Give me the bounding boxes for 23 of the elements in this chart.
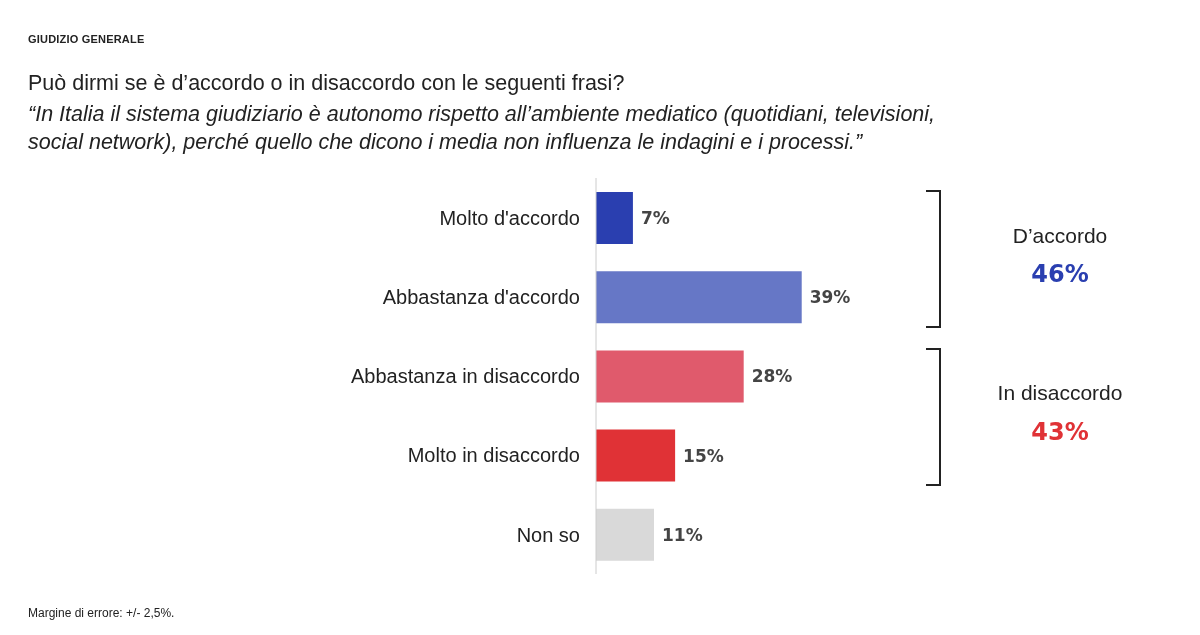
y-tick-label: Abbastanza d'accordo bbox=[382, 285, 580, 308]
data-label: 11% bbox=[662, 524, 703, 545]
text: 43% bbox=[1030, 418, 1090, 446]
y-tick-label: Molto d'accordo bbox=[439, 206, 580, 229]
text: Margine di errore: +/- 2,5%. bbox=[28, 606, 175, 620]
chart-subtitle: “In Italia il sistema giudiziario è autonomo rispetto all’ambiente mediatico (quotidiani, televisioni, social network), perché quello che dicono i media non influenza le indagini e i processi.” bbox=[28, 101, 937, 156]
text: Può dirmi se è d’accordo o in disaccordo con le seguenti frasi? bbox=[28, 70, 626, 96]
data-label: 39% bbox=[809, 287, 851, 308]
data-label: 7% bbox=[640, 208, 670, 229]
text: D’accordo bbox=[1011, 224, 1109, 248]
text: In disaccordo bbox=[996, 381, 1124, 405]
y-tick-label: Abbastanza in disaccordo bbox=[350, 365, 580, 388]
y-tick-label: Molto in disaccordo bbox=[407, 444, 580, 467]
text: GIUDIZIO GENERALE bbox=[28, 33, 145, 45]
y-tick-label: Non so bbox=[516, 523, 580, 546]
bar bbox=[596, 271, 802, 324]
bar bbox=[596, 350, 744, 403]
bar bbox=[596, 192, 633, 244]
data-label: 15% bbox=[683, 445, 724, 466]
text: 46% bbox=[1030, 260, 1090, 288]
data-label: 28% bbox=[751, 366, 793, 387]
bar bbox=[596, 429, 676, 482]
bar bbox=[596, 508, 655, 561]
